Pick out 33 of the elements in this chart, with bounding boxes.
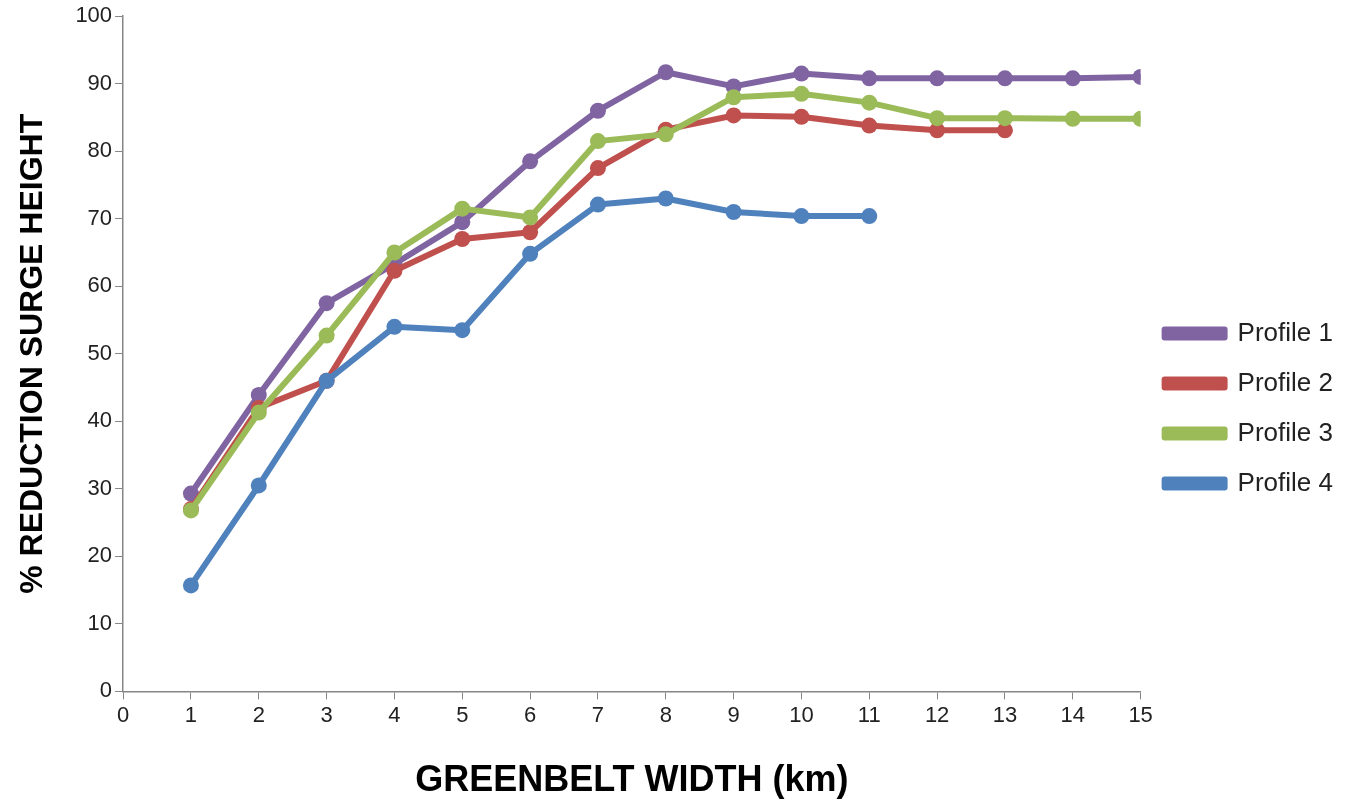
x-tick-label: 5	[456, 701, 469, 727]
y-tick-label: 20	[87, 542, 113, 568]
y-tick-label: 80	[87, 137, 113, 163]
x-tick-label: 10	[789, 701, 814, 727]
x-tick-label: 6	[523, 701, 537, 727]
legend-label: Profile 4	[1237, 466, 1334, 497]
x-tick-label: 9	[727, 701, 740, 727]
x-tick-label: 8	[659, 701, 672, 727]
x-axis-title: GREENBELT WIDTH (km)	[415, 758, 849, 800]
y-tick-label: 100	[75, 2, 113, 28]
y-axis-title: % REDUCTION SURGE HEIGHT	[13, 113, 50, 594]
x-tick-label: 15	[1128, 701, 1153, 727]
y-tick-label: 40	[87, 407, 113, 433]
y-tick-label: 30	[87, 474, 113, 500]
legend-label: Profile 3	[1237, 416, 1334, 447]
y-tick-label: 70	[87, 204, 113, 230]
x-tick-label: 2	[252, 701, 265, 727]
x-tick-label: 13	[992, 701, 1018, 727]
x-tick-label: 11	[857, 701, 881, 727]
legend-label: Profile 1	[1237, 316, 1334, 347]
y-tick-label: 0	[99, 677, 113, 703]
y-tick-label: 10	[87, 609, 113, 635]
x-tick-label: 4	[388, 701, 401, 727]
y-tick-label: 90	[87, 69, 113, 95]
y-tick-label: 60	[87, 272, 113, 298]
legend-label: Profile 2	[1237, 366, 1334, 397]
x-tick-label: 1	[184, 701, 198, 727]
x-tick-label: 14	[1060, 701, 1086, 727]
x-tick-label: 0	[116, 701, 130, 727]
x-tick-label: 7	[591, 701, 605, 727]
x-tick-label: 3	[320, 701, 333, 727]
x-tick-label: 12	[924, 701, 950, 727]
y-tick-label: 50	[87, 339, 113, 365]
